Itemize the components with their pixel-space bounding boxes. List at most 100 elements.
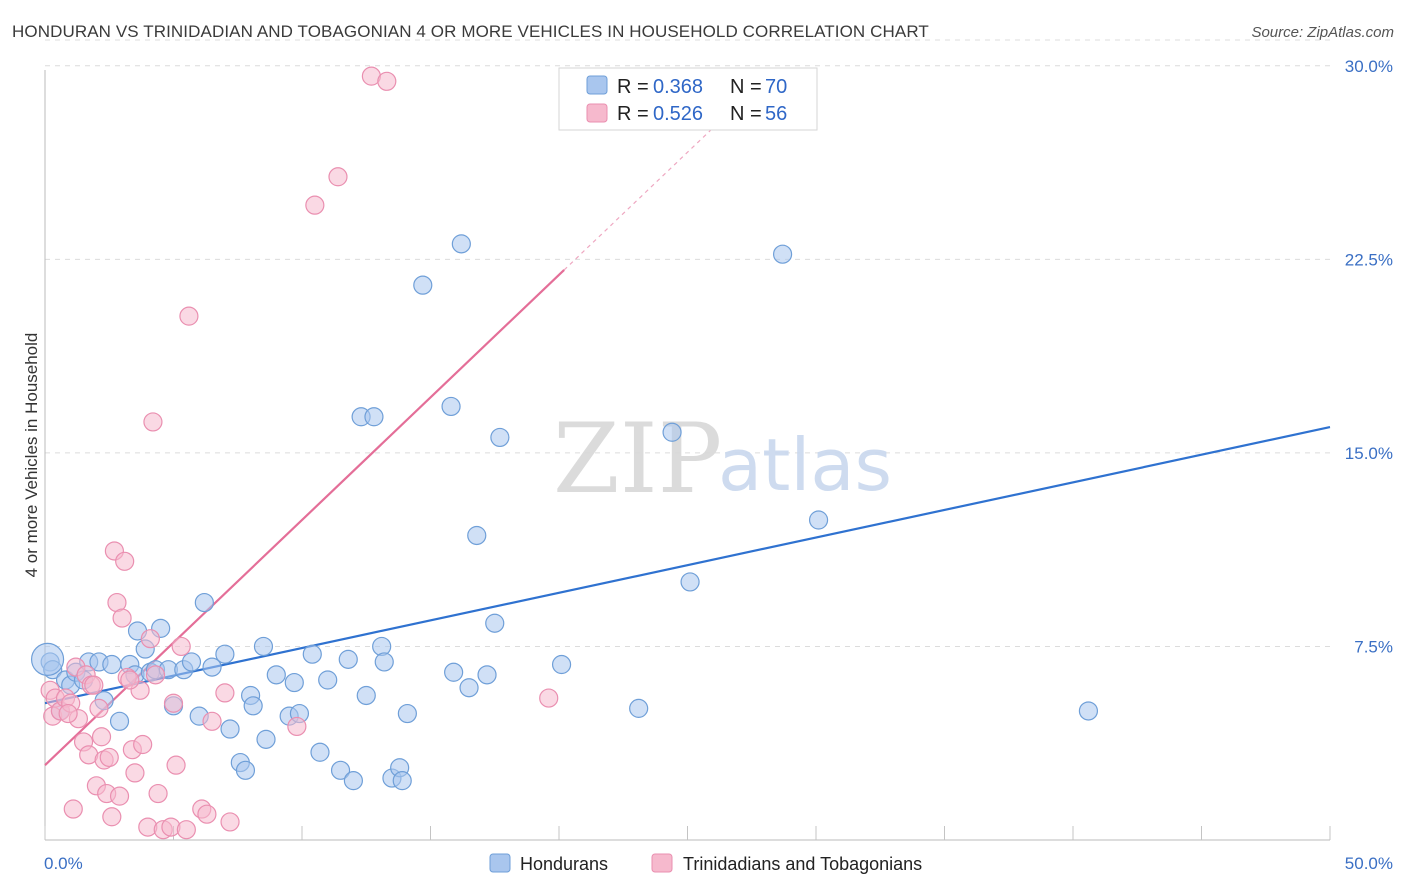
point-honduran [330,760,351,780]
point-trinidadian [539,688,559,708]
legend-r-label-1: R = [617,76,649,98]
point-trinidadian [305,195,325,215]
data-points [30,66,1099,840]
point-honduran [397,703,417,724]
point-honduran [444,662,464,682]
point-trinidadian [197,804,217,824]
trend-line-hondurans [44,426,1331,705]
point-honduran [477,665,497,685]
legend-n-label-2: N = [730,103,762,125]
point-honduran [109,711,130,731]
point-honduran [343,771,363,791]
watermark-zip: ZIP [553,403,722,515]
point-honduran [413,275,433,295]
point-honduran [102,654,122,675]
point-honduran [485,613,505,633]
point-trinidadian [102,807,122,827]
point-trinidadian [148,783,168,804]
point-honduran [392,771,412,791]
point-trinidadian [120,670,140,690]
y-tick-label: 22.5% [1345,250,1393,269]
point-trinidadian [84,675,104,695]
point-honduran [490,427,510,448]
correlation-legend: R = 0.368 N = 70 R = 0.526 N = 56 [558,67,818,131]
point-trinidadian [287,716,307,737]
point-trinidadian [140,629,160,649]
point-honduran [441,396,461,417]
bottom-legend-swatch-trinidadians [651,853,673,873]
point-honduran [215,644,235,664]
point-trinidadian [179,306,199,326]
point-trinidadian [202,711,222,731]
point-honduran [338,649,358,669]
point-honduran [467,525,487,546]
trend-line-trinidadians [44,269,565,766]
point-trinidadian [133,734,153,755]
point-trinidadian [377,71,397,91]
point-trinidadian [176,820,196,840]
point-honduran [202,657,222,677]
point-honduran [356,685,376,706]
y-tick-label: 15.0% [1345,444,1393,463]
point-trinidadian [328,167,348,187]
legend-r-label-2: R = [617,103,649,125]
point-honduran [243,696,263,716]
point-honduran [551,654,572,675]
point-honduran [318,670,338,690]
point-trinidadian [215,683,235,703]
watermark: ZIP atlas [553,403,892,515]
point-trinidadian [125,763,145,783]
point-honduran [662,422,682,442]
point-trinidadian [58,703,78,724]
point-honduran [302,644,322,664]
point-honduran [30,642,65,676]
point-honduran [284,672,304,693]
point-honduran [181,652,202,672]
point-honduran [1078,701,1099,721]
point-honduran [808,510,829,530]
legend-n-value-1: 70 [765,76,787,98]
point-trinidadian [220,812,240,832]
gridlines [45,39,1330,647]
point-trinidadian [99,747,119,768]
point-trinidadian [166,755,186,775]
point-honduran [374,652,394,672]
point-trinidadian [89,698,109,718]
point-honduran [253,636,274,657]
point-trinidadian [112,608,132,628]
point-trinidadian [145,665,166,685]
point-trinidadian [171,636,191,657]
point-trinidadian [143,412,163,432]
point-honduran [194,592,214,613]
point-honduran [451,234,471,254]
legend-r-value-1: 0.368 [653,76,703,98]
point-trinidadian [63,799,83,819]
point-honduran [364,407,384,427]
y-axis-title: 4 or more Vehicles in Household [22,333,41,578]
point-trinidadian [91,727,112,747]
chart-title: HONDURAN VS TRINIDADIAN AND TOBAGONIAN 4… [12,22,929,41]
x-tick-label-min: 0.0% [44,854,83,873]
bottom-legend-trinidadians: Trinidadians and Tobagonians [683,854,922,874]
y-tick-labels: 7.5% 15.0% 22.5% 30.0% [1345,57,1393,657]
point-trinidadian [109,786,130,806]
point-honduran [310,742,330,762]
point-trinidadian [115,551,135,571]
legend-n-label-1: N = [730,76,762,98]
bottom-legend-hondurans: Hondurans [520,854,608,874]
watermark-atlas: atlas [718,423,892,507]
trend-line-extension [563,78,766,271]
series-legend: Hondurans Trinidadians and Tobagonians [489,853,922,874]
source-label: Source: ZipAtlas.com [1251,24,1394,41]
legend-swatch-hondurans [586,75,608,95]
y-tick-label: 30.0% [1345,57,1393,76]
x-tick-label-max: 50.0% [1345,854,1393,873]
point-trinidadian [163,693,184,713]
bottom-legend-swatch-hondurans [489,853,511,873]
point-honduran [256,729,276,749]
legend-r-value-2: 0.526 [653,103,703,125]
point-honduran [772,244,793,264]
point-honduran [266,665,286,685]
x-axis-ticks [44,826,1331,840]
point-honduran [235,760,256,780]
